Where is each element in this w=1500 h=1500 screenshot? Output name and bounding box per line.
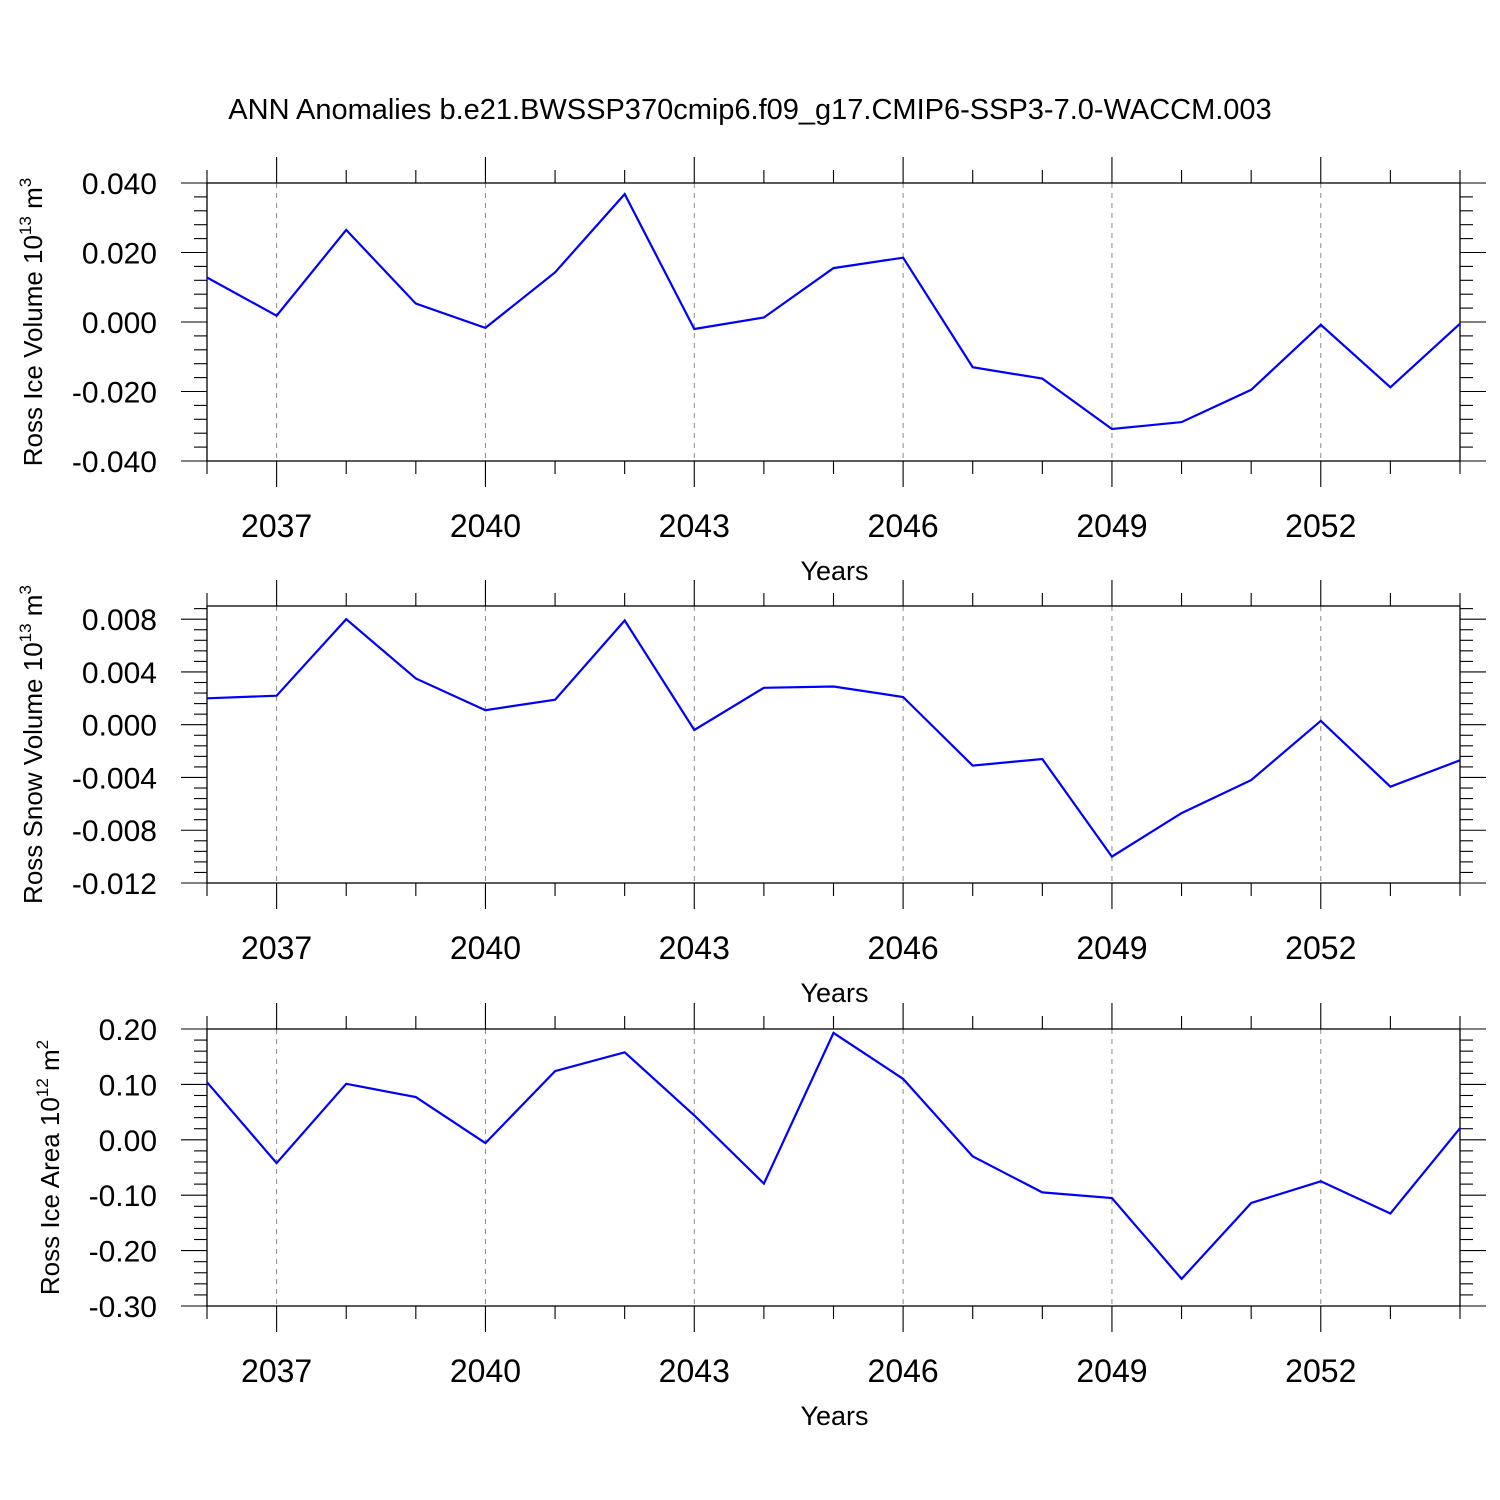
y-axis-label-superscript: 3 (16, 178, 35, 187)
chart-title: ANN Anomalies b.e21.BWSSP370cmip6.f09_g1… (228, 94, 1271, 126)
y-axis-label: Ross Ice Volume 1013 m3 (16, 178, 48, 467)
panel-2: 0.008 0.004 0.000 -0.004 -0.008 -0.012 2037 204… (16, 580, 1486, 1008)
plot-frame (206, 605, 1461, 884)
y-tick-label: 0.020 (82, 238, 157, 271)
x-tick-label: 2040 (450, 930, 521, 966)
x-tick-label: 2046 (868, 1353, 939, 1389)
y-tick-label: 0.008 (82, 604, 157, 637)
series-line-1 (206, 1031, 1461, 1281)
x-tick-label: 2040 (450, 508, 521, 544)
plot-frame (206, 182, 1461, 462)
y-axis-label-text: m (18, 595, 48, 624)
y-tick-label: -0.012 (72, 868, 157, 901)
series-line-1 (206, 192, 1461, 431)
panels: 0.040 0.020 0.000 -0.020 -0.040 2037 2040 2043 2… (16, 157, 1486, 1431)
y-axis-label-superscript: 2 (33, 1040, 52, 1049)
y-axis-label-text: m (35, 1049, 65, 1078)
x-tick-label: 2052 (1285, 508, 1356, 544)
y-tick-label: 0.040 (82, 168, 157, 201)
y-axis-label-text: m (18, 187, 48, 216)
y-tick-label: -0.008 (72, 815, 157, 848)
x-tick-label: 2049 (1076, 508, 1147, 544)
x-tick-label: 2046 (868, 930, 939, 966)
y-axis-label-superscript: 13 (16, 623, 35, 642)
y-tick-label: 0.20 (99, 1014, 157, 1047)
x-tick-label: 2052 (1285, 930, 1356, 966)
y-axis-label: Ross Snow Volume 1013 m3 (16, 585, 48, 904)
x-tick-label: 2043 (659, 1353, 730, 1389)
y-tick-label: 0.000 (82, 307, 157, 340)
y-axis-label-superscript: 3 (16, 585, 35, 594)
x-tick-label: 2049 (1076, 1353, 1147, 1389)
x-axis-label: Years (800, 978, 868, 1008)
plot-frame (206, 1028, 1461, 1307)
x-axis-label: Years (800, 1401, 868, 1431)
y-axis-label-superscript: 12 (33, 1078, 52, 1097)
y-tick-label: -0.10 (89, 1180, 157, 1213)
x-tick-label: 2040 (450, 1353, 521, 1389)
y-tick-label: -0.020 (72, 377, 157, 410)
x-tick-label: 2037 (241, 508, 312, 544)
y-tick-label: -0.30 (89, 1291, 157, 1324)
y-tick-label: -0.20 (89, 1236, 157, 1269)
y-tick-label: -0.040 (72, 446, 157, 479)
y-axis-label-superscript: 13 (16, 216, 35, 235)
panel-3: 0.20 0.10 0.00 -0.10 -0.20 -0.30 2037 2040 2043 2… (33, 1003, 1486, 1431)
y-tick-label: 0.00 (99, 1125, 157, 1158)
y-axis-label-text: Ross Snow Volume 10 (18, 642, 48, 904)
x-tick-label: 2046 (868, 508, 939, 544)
x-axis-label: Years (800, 556, 868, 586)
series-line-1 (206, 617, 1461, 859)
x-tick-label: 2037 (241, 930, 312, 966)
x-tick-label: 2043 (659, 930, 730, 966)
y-axis-label: Ross Ice Area 1012 m2 (33, 1040, 65, 1295)
x-tick-label: 2037 (241, 1353, 312, 1389)
y-tick-label: 0.10 (99, 1069, 157, 1102)
y-tick-label: -0.004 (72, 762, 157, 795)
panel-1: 0.040 0.020 0.000 -0.020 -0.040 2037 2040 2043 2… (16, 157, 1486, 586)
x-tick-label: 2052 (1285, 1353, 1356, 1389)
x-tick-label: 2043 (659, 508, 730, 544)
y-axis-label-text: Ross Ice Volume 10 (18, 235, 48, 466)
x-tick-label: 2049 (1076, 930, 1147, 966)
y-tick-label: 0.004 (82, 657, 157, 690)
y-tick-label: 0.000 (82, 710, 157, 743)
y-axis-label-text: Ross Ice Area 10 (35, 1097, 65, 1295)
